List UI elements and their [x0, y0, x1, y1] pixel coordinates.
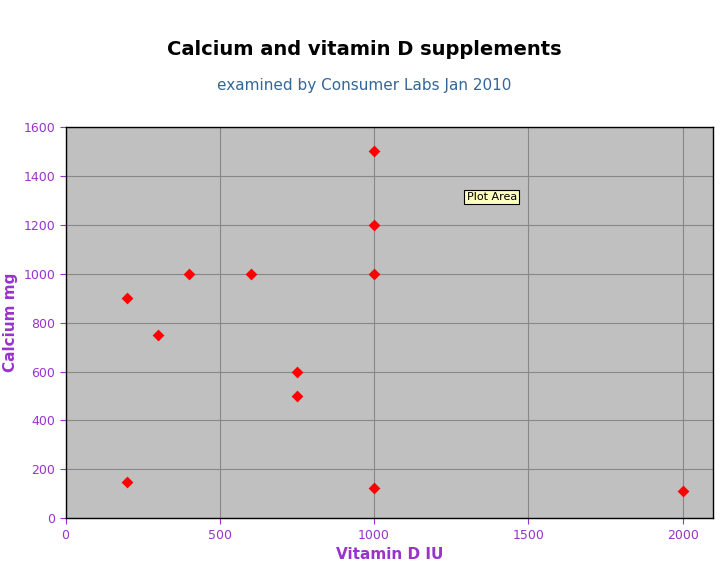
Point [152, 330, 164, 339]
X-axis label: Vitamin D IU: Vitamin D IU [336, 547, 443, 562]
Y-axis label: Calcium mg: Calcium mg [3, 273, 17, 372]
Point [122, 294, 133, 303]
Point [368, 483, 380, 492]
Point [368, 146, 380, 156]
Text: Plot Area: Plot Area [467, 192, 517, 202]
Point [368, 220, 380, 229]
Text: examined by Consumer Labs Jan 2010: examined by Consumer Labs Jan 2010 [217, 78, 511, 93]
Point [291, 367, 303, 376]
Point [368, 269, 380, 278]
Point [245, 269, 256, 278]
Point [677, 487, 689, 496]
Point [291, 392, 303, 401]
Point [183, 269, 195, 278]
Text: Calcium and vitamin D supplements: Calcium and vitamin D supplements [167, 40, 561, 59]
Point [122, 477, 133, 486]
